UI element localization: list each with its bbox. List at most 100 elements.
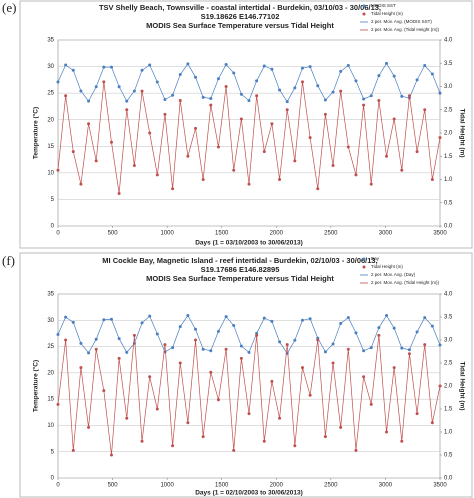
legend-label: 2 per. Mov. Avg. (Tidal Height (m))	[371, 280, 439, 285]
y2-tick-label: 0.0	[444, 224, 453, 230]
point	[117, 337, 121, 341]
point	[438, 343, 442, 347]
point	[79, 366, 83, 370]
point	[270, 379, 274, 383]
x-tick-label: 500	[108, 483, 119, 489]
point	[209, 370, 213, 374]
point	[415, 412, 419, 416]
point	[430, 72, 434, 76]
y2-tick-label: 0.0	[444, 476, 453, 482]
legend-marker	[362, 265, 366, 269]
point	[362, 349, 366, 353]
point	[171, 346, 175, 350]
x-tick-label: 3000	[379, 483, 393, 489]
point	[285, 108, 289, 112]
point	[308, 393, 312, 397]
y-tick-label: 20	[47, 370, 54, 376]
point	[155, 173, 159, 177]
point	[293, 444, 297, 448]
point	[109, 317, 113, 321]
point	[255, 333, 259, 337]
point	[346, 347, 350, 351]
point	[87, 122, 91, 126]
point	[293, 86, 297, 90]
point	[300, 66, 304, 70]
point	[178, 98, 182, 102]
point	[331, 164, 335, 168]
y-tick-label: 35	[47, 38, 54, 44]
point	[323, 435, 327, 439]
point	[354, 79, 358, 83]
y2-tick-label: 4.0	[444, 292, 453, 298]
y-tick-label: 15	[47, 144, 54, 150]
point	[270, 319, 274, 323]
point	[354, 173, 358, 177]
point	[339, 425, 343, 429]
x-tick-label: 2000	[270, 483, 284, 489]
point	[377, 98, 381, 102]
point	[56, 332, 60, 336]
y-tick-label: 0	[51, 476, 55, 482]
point	[148, 375, 152, 379]
point	[346, 145, 350, 149]
point	[163, 98, 167, 102]
panel-frame	[19, 252, 473, 498]
point	[186, 154, 190, 158]
point	[323, 112, 327, 116]
point	[125, 350, 129, 354]
legend-label: 2 per. Mov. Avg. (Tidal Height (m))	[371, 27, 439, 32]
point	[423, 343, 427, 347]
point	[140, 321, 144, 325]
point	[194, 327, 198, 331]
point	[171, 187, 175, 191]
point	[247, 99, 251, 103]
point	[270, 67, 274, 71]
point	[64, 63, 68, 67]
point	[94, 347, 98, 351]
x-tick-label: 2500	[324, 483, 338, 489]
point	[331, 90, 335, 94]
point	[400, 168, 404, 172]
point	[438, 91, 442, 95]
y2-tick-label: 1.5	[444, 154, 453, 160]
point	[377, 333, 381, 337]
point	[224, 62, 228, 66]
point	[87, 351, 91, 355]
point	[430, 421, 434, 425]
legend-label: Tidal Height (m)	[371, 264, 403, 269]
point	[94, 337, 98, 341]
point	[140, 68, 144, 72]
point	[117, 85, 121, 89]
point	[278, 88, 282, 92]
point	[201, 435, 205, 439]
point	[430, 324, 434, 328]
point	[438, 136, 442, 140]
point	[362, 103, 366, 107]
point	[163, 112, 167, 116]
point	[140, 439, 144, 443]
y-tick-label: 5	[51, 197, 55, 203]
point	[285, 343, 289, 347]
point	[262, 150, 266, 154]
point	[94, 159, 98, 163]
y2-tick-label: 0.5	[444, 453, 453, 459]
point	[262, 316, 266, 320]
point	[430, 178, 434, 181]
point	[362, 375, 366, 379]
point	[171, 444, 175, 448]
x-axis-label: Days (1 = 03/10/2003 to 30/06/2013)	[195, 240, 303, 247]
point	[232, 448, 236, 452]
y2-tick-label: 1.5	[444, 407, 453, 413]
point	[178, 325, 182, 329]
y2-tick-label: 2.5	[444, 107, 453, 113]
point	[308, 65, 312, 69]
x-tick-label: 3500	[433, 231, 447, 237]
point	[201, 347, 205, 351]
point	[407, 94, 411, 98]
point	[438, 384, 442, 388]
point	[155, 80, 159, 84]
point	[155, 407, 159, 411]
point	[239, 92, 243, 96]
y-tick-label: 25	[47, 344, 54, 350]
